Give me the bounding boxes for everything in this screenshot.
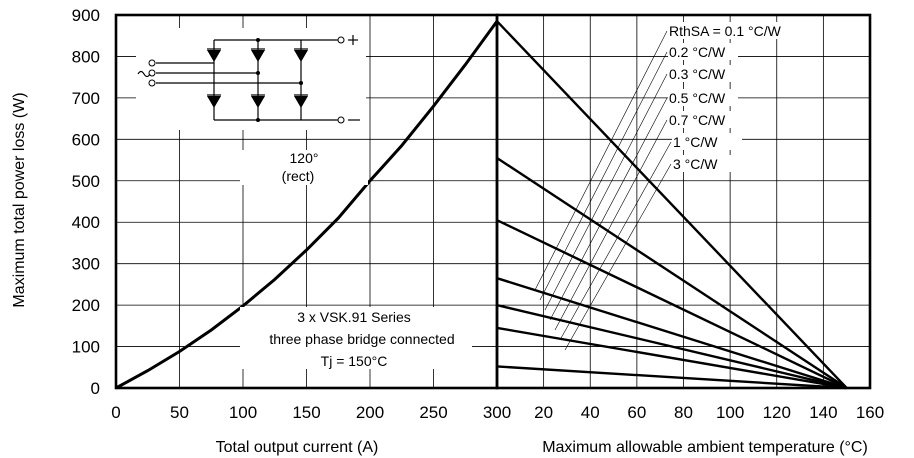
right-x-tick-label: 100 [716, 403, 744, 422]
device-series-label: 3 x VSK.91 Series [297, 309, 411, 325]
left-x-tick-label: 150 [292, 403, 320, 422]
y-tick-label: 500 [72, 172, 100, 191]
legend-label: RthSA = 0.1 °C/W [669, 23, 782, 39]
power-loss-curve [115, 20, 499, 390]
left-x-tick-label: 0 [111, 403, 120, 422]
conduction-type-label: (rect) [282, 168, 315, 184]
y-axis-title: Maximum total power loss (W) [11, 92, 28, 307]
y-tick-label: 0 [91, 379, 100, 398]
device-config-label: three phase bridge connected [269, 331, 454, 347]
y-tick-label: 400 [72, 213, 100, 232]
heatsink-line [496, 365, 847, 390]
heatsink-line [496, 303, 847, 390]
right-x-tick-label: 140 [809, 403, 837, 422]
legend-label-bg [668, 111, 738, 128]
legend-label: 0.2 °C/W [669, 44, 726, 60]
y-tick-label: 100 [72, 338, 100, 357]
chart-marks [115, 20, 848, 390]
legend-label: 0.3 °C/W [669, 66, 726, 82]
legend-label-bg [672, 133, 742, 150]
legend-leader-line [539, 51, 668, 301]
left-x-tick-label: 200 [356, 403, 384, 422]
right-x-tick-label: 160 [856, 403, 884, 422]
junction-temp-label: Tj = 150°C [321, 353, 388, 369]
legend-leader-line [564, 163, 672, 351]
legend-label-bg [668, 65, 738, 82]
legend-label: 0.7 °C/W [669, 112, 726, 128]
y-tick-label: 300 [72, 255, 100, 274]
legend-leader-line [549, 97, 668, 321]
conduction-angle-label: 120° [290, 150, 319, 166]
right-x-tick-label: 120 [763, 403, 791, 422]
y-tick-label: 900 [72, 6, 100, 25]
heatsink-line [496, 219, 848, 390]
left-x-axis-title: Total output current (A) [216, 439, 379, 456]
legend-label: 3 °C/W [673, 156, 718, 172]
legend-label: 0.5 °C/W [669, 90, 726, 106]
y-tick-label: 800 [72, 47, 100, 66]
heatsink-line [496, 326, 847, 390]
right-x-tick-label: 80 [674, 403, 693, 422]
y-tick-label: 600 [72, 130, 100, 149]
y-tick-label: 200 [72, 296, 100, 315]
legend-leader-line [554, 119, 668, 331]
right-x-axis-title: Maximum allowable ambient temperature (°… [542, 439, 868, 456]
legend-leader-line [544, 73, 668, 311]
heatsink-line [496, 20, 848, 389]
right-x-tick-label: 20 [534, 403, 553, 422]
left-x-tick-label: 100 [229, 403, 257, 422]
three-phase-bridge-schematic-icon [136, 28, 366, 130]
heatsink-line [496, 277, 848, 390]
right-plot-frame [495, 13, 872, 390]
legend-leader-line [534, 30, 668, 291]
right-x-tick-label: 40 [581, 403, 600, 422]
heatsink-line [496, 156, 848, 390]
legend-label-bg [668, 22, 808, 39]
y-tick-label: 700 [72, 89, 100, 108]
right-x-tick-label: 60 [627, 403, 646, 422]
left-x-tick-label: 50 [170, 403, 189, 422]
legend-label-bg [668, 43, 738, 60]
legend-label-bg [668, 89, 738, 106]
left-x-tick-label: 250 [419, 403, 447, 422]
legend-leader-line [559, 141, 672, 341]
legend-label-bg [672, 155, 742, 172]
heatsink-legend: RthSA = 0.1 °C/W 0.2 °C/W 0.3 °C/W 0.5 °C/W… [534, 22, 808, 351]
legend-label: 1 °C/W [673, 134, 718, 150]
left-x-tick-label: 300 [483, 403, 511, 422]
